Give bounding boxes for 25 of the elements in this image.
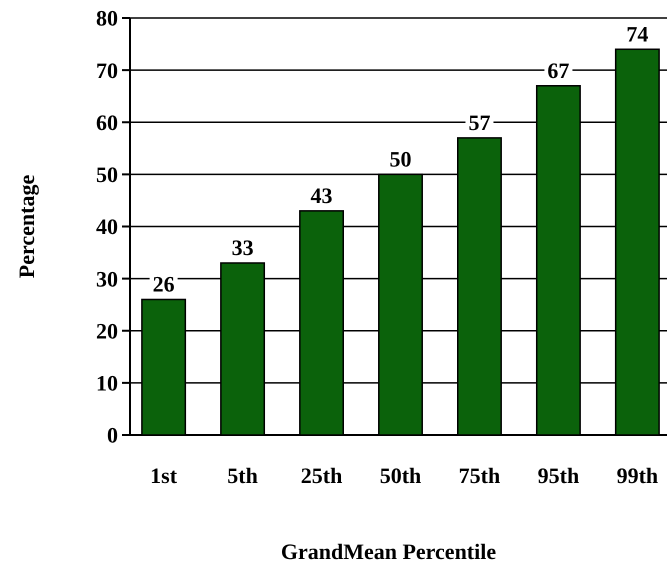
x-tick-label: 25th xyxy=(300,463,342,488)
data-label: 74 xyxy=(626,21,648,46)
data-label: 67 xyxy=(547,58,570,83)
y-tick-label: 70 xyxy=(96,58,118,83)
y-tick-label: 20 xyxy=(96,318,118,344)
x-tick-label: 50th xyxy=(380,463,422,488)
x-tick-label: 75th xyxy=(458,463,500,488)
x-tick-label: 5th xyxy=(227,463,258,488)
y-tick-label: 80 xyxy=(96,6,118,31)
y-tick-label: 10 xyxy=(96,370,118,396)
y-tick-label: 50 xyxy=(96,162,118,188)
data-label: 50 xyxy=(390,146,412,172)
y-tick-label: 30 xyxy=(96,266,118,292)
x-tick-label: 95th xyxy=(538,463,580,488)
y-tick-label: 0 xyxy=(107,422,118,448)
data-label: 43 xyxy=(310,182,333,208)
data-label: 33 xyxy=(232,234,254,260)
y-axis-title: Percentage xyxy=(14,174,39,278)
y-tick-label: 40 xyxy=(96,214,118,240)
y-tick-label: 60 xyxy=(96,110,118,135)
x-axis-title: GrandMean Percentile xyxy=(280,539,496,564)
data-label: 57 xyxy=(468,110,490,135)
data-label: 26 xyxy=(152,271,175,296)
x-tick-label: 1st xyxy=(150,463,178,488)
x-tick-label: 99th xyxy=(616,463,658,488)
